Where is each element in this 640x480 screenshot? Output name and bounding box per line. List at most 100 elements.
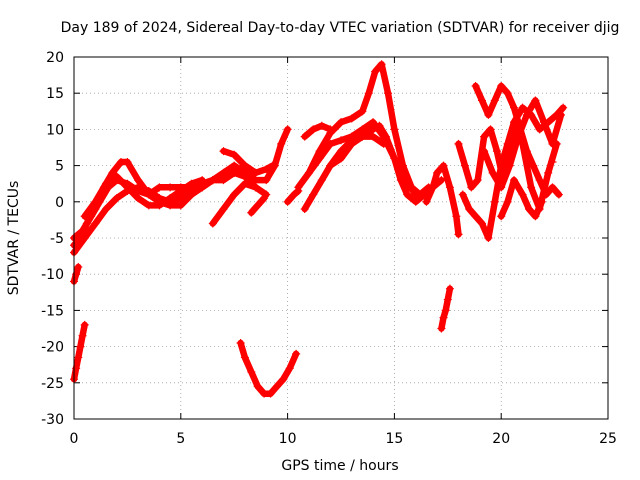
x-tick-label: 5 — [176, 431, 185, 447]
data-point — [537, 197, 546, 206]
data-point — [253, 201, 262, 210]
x-axis-ticks: 0 5 10 15 20 25 — [70, 57, 617, 447]
data-point — [548, 139, 557, 148]
data-series — [70, 60, 568, 398]
data-point — [283, 125, 292, 134]
data-point — [471, 212, 480, 221]
series-trace — [423, 162, 462, 238]
data-point — [112, 172, 121, 181]
data-point — [480, 147, 489, 156]
series-track-23 — [497, 176, 546, 221]
data-point — [144, 186, 153, 195]
y-tick-label: 0 — [55, 195, 64, 211]
data-point — [337, 118, 345, 127]
data-point — [379, 132, 388, 141]
y-tick-label: 20 — [46, 50, 64, 66]
data-point — [78, 331, 87, 340]
data-point — [454, 139, 463, 148]
data-point — [123, 183, 132, 192]
y-tick-label: -10 — [41, 267, 64, 283]
data-point — [300, 132, 309, 141]
data-point — [208, 219, 217, 228]
data-point — [272, 382, 281, 391]
data-point — [445, 183, 454, 192]
data-point — [74, 353, 83, 362]
data-point — [445, 284, 454, 293]
series-track-17 — [236, 338, 301, 398]
data-point — [326, 139, 335, 148]
data-point — [460, 161, 469, 170]
data-point — [439, 161, 448, 170]
data-point — [72, 364, 81, 373]
data-point — [236, 338, 245, 347]
data-point — [292, 349, 301, 358]
data-point — [102, 179, 111, 188]
data-point — [548, 183, 557, 192]
data-point — [112, 194, 121, 203]
x-tick-label: 25 — [599, 431, 617, 447]
data-point — [490, 96, 499, 105]
data-point — [74, 262, 83, 271]
data-point — [230, 161, 239, 170]
data-point — [134, 183, 143, 192]
data-point — [268, 161, 277, 170]
data-point — [364, 89, 373, 98]
data-point — [437, 176, 446, 185]
data-point — [309, 125, 318, 134]
series-track-3 — [70, 168, 260, 257]
data-point — [522, 110, 531, 119]
data-point — [347, 136, 356, 145]
series-track-22 — [480, 96, 566, 192]
isolated-points — [548, 157, 557, 166]
data-point — [403, 190, 412, 199]
data-point — [290, 190, 299, 199]
data-point — [559, 103, 568, 112]
data-point — [471, 81, 480, 90]
y-tick-label: -30 — [41, 412, 64, 428]
data-point — [488, 168, 497, 177]
data-point — [277, 139, 286, 148]
data-point — [155, 194, 164, 203]
data-point — [416, 190, 425, 199]
data-point — [187, 179, 196, 188]
data-point — [490, 197, 499, 206]
series-track-15 — [70, 262, 83, 286]
data-point — [542, 190, 551, 199]
data-point — [473, 176, 482, 185]
data-point — [247, 208, 256, 217]
data-point — [383, 89, 392, 98]
data-point — [76, 342, 85, 351]
data-point — [279, 375, 288, 384]
data-point — [78, 226, 87, 235]
y-tick-label: 5 — [55, 159, 64, 175]
data-point — [480, 132, 489, 141]
series-track-14 — [422, 161, 463, 239]
data-point — [176, 186, 185, 195]
y-tick-label: -5 — [50, 231, 64, 247]
data-point — [452, 212, 461, 221]
y-tick-label: -25 — [41, 376, 64, 392]
series-trace — [327, 133, 387, 169]
data-point — [187, 186, 196, 195]
series-trace — [209, 180, 270, 227]
data-point — [390, 154, 399, 163]
series-track-5 — [208, 179, 271, 228]
series-track-12 — [300, 121, 335, 141]
data-point — [535, 176, 544, 185]
data-point — [300, 205, 309, 214]
data-point — [503, 197, 512, 206]
data-point — [219, 205, 228, 214]
x-tick-label: 15 — [385, 431, 403, 447]
data-point — [208, 176, 217, 185]
x-tick-label: 10 — [279, 431, 297, 447]
chart-title: Day 189 of 2024, Sidereal Day-to-day VTE… — [61, 20, 620, 36]
data-point — [337, 136, 345, 145]
data-point — [304, 168, 313, 177]
data-point — [411, 197, 420, 206]
series-track-18 — [437, 284, 454, 333]
plot-frame — [73, 56, 609, 420]
data-point — [531, 212, 540, 221]
data-point — [514, 132, 523, 141]
data-point — [309, 190, 318, 199]
